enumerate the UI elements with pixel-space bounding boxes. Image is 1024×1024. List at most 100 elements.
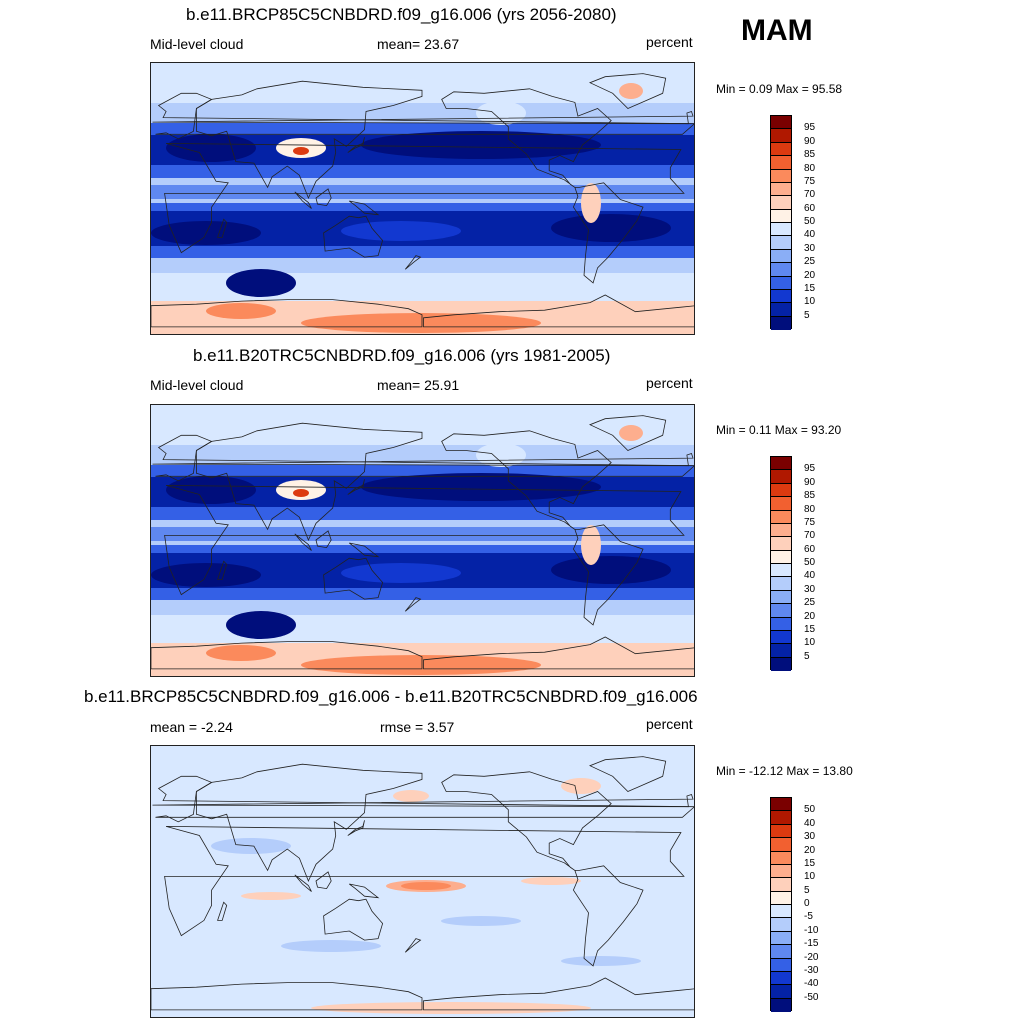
coastline-australia [323, 898, 384, 941]
coastline-asia [196, 80, 423, 200]
coastline-sumatra [294, 533, 312, 551]
field-region [401, 882, 451, 890]
panel-3-minmax: Min = -12.12 Max = 13.80 [716, 764, 853, 778]
colorbar-swatch [771, 510, 791, 524]
colorbar-swatch [771, 470, 791, 484]
colorbar-tick-label: 60 [804, 543, 816, 555]
coastline-borneo [315, 188, 332, 207]
colorbar-swatch [771, 985, 791, 999]
coastline-africa [164, 485, 685, 596]
coastline-sam [572, 182, 644, 284]
coastline-uk [152, 110, 694, 125]
colorbar-tick-label: -5 [804, 911, 813, 923]
coastline-africa [164, 143, 685, 254]
colorbar-swatch [771, 249, 791, 264]
colorbar-tick-label: 50 [804, 216, 816, 227]
colorbar-tick-label: 25 [804, 597, 816, 609]
colorbar-swatch [771, 971, 791, 986]
colorbar-tick-label: 80 [804, 503, 816, 515]
colorbar-swatch [771, 537, 791, 551]
field-region [281, 940, 381, 952]
colorbar-swatch [771, 316, 791, 330]
colorbar-tick-label: 60 [804, 202, 816, 214]
colorbar-swatch [771, 276, 791, 290]
colorbar-tick-label: 25 [804, 256, 816, 268]
colorbar-tick-label: 20 [804, 269, 816, 281]
coastline-asia [196, 763, 423, 883]
coastline-japan [347, 137, 365, 153]
colorbar-swatch [771, 604, 791, 618]
field-region [441, 916, 521, 926]
coastline-nam [441, 430, 612, 530]
field-band [151, 63, 694, 103]
colorbar-swatch [771, 851, 791, 865]
coastline-borneo [315, 871, 332, 890]
colorbar-swatch [771, 196, 791, 210]
colorbar-tick-label: 15 [804, 282, 816, 294]
colorbar-swatch [771, 523, 791, 538]
panel-2-title: b.e11.B20TRC5CNBDRD.f09_g16.006 (yrs 198… [193, 346, 611, 365]
coastline-japan [347, 479, 365, 495]
coastline-greenland [588, 756, 667, 792]
colorbar-tick-label: 90 [804, 476, 816, 488]
colorbar-tick-label: -40 [804, 978, 819, 990]
colorbar-tick-label: 50 [804, 804, 816, 816]
field-region [241, 892, 301, 900]
panel-2-colorbar [770, 456, 792, 671]
coastline-uk [152, 452, 694, 467]
field-region [619, 425, 643, 441]
colorbar-tick-label: 95 [804, 463, 816, 475]
colorbar-swatch [771, 838, 791, 852]
colorbar-tick-label: 5 [804, 884, 810, 896]
colorbar-tick-label: 70 [804, 189, 816, 201]
panel-3-rmse-label: rmse = 3.57 [380, 719, 455, 735]
colorbar-tick-label: 75 [804, 175, 816, 187]
colorbar-tick-label: 80 [804, 162, 816, 174]
coastline-nguinea [349, 200, 380, 216]
colorbar-tick-label: 5 [804, 309, 810, 321]
panel-1-minmax: Min = 0.09 Max = 95.58 [716, 82, 843, 96]
colorbar-swatch [771, 577, 791, 591]
colorbar-swatch [771, 864, 791, 879]
colorbar-swatch [771, 958, 791, 972]
field-region [206, 303, 276, 319]
coastline-asia [196, 422, 423, 542]
coastline-sam [572, 524, 644, 626]
coastline-antarctic [151, 299, 423, 328]
field-region [551, 556, 671, 584]
field-region [561, 778, 601, 794]
colorbar-tick-label: 15 [804, 857, 816, 869]
coastline-europe [155, 434, 694, 482]
panel-1-variable-label: Mid-level cloud [150, 36, 244, 52]
field-region [226, 611, 296, 639]
coastline-greenland [588, 73, 667, 109]
field-region [476, 443, 526, 467]
colorbar-tick-label: -30 [804, 964, 819, 976]
coastline-antarctic2 [423, 977, 694, 1011]
colorbar-tick-label: 10 [804, 637, 816, 649]
coastline-africa [164, 826, 685, 937]
panel-2-mean-label: mean= 25.91 [377, 377, 460, 393]
colorbar-swatch [771, 824, 791, 839]
field-region [581, 183, 601, 223]
colorbar-swatch [771, 142, 791, 157]
colorbar-tick-label: 5 [804, 650, 810, 662]
field-band [151, 527, 694, 541]
map-field [151, 746, 694, 1017]
field-region [551, 214, 671, 242]
field-region [561, 956, 641, 966]
season-label: MAM [741, 14, 813, 47]
colorbar-swatch [771, 630, 791, 645]
colorbar-tick-label: 15 [804, 623, 816, 635]
colorbar-tick-label: 30 [804, 831, 816, 843]
colorbar-tick-label: 30 [804, 583, 816, 595]
panel-3-title: b.e11.BRCP85C5CNBDRD.f09_g16.006 - b.e11… [84, 687, 698, 706]
coastline-borneo [315, 530, 332, 549]
coastline-australia [323, 215, 384, 258]
field-region [393, 790, 429, 802]
colorbar-swatch [771, 905, 791, 919]
field-region [581, 525, 601, 565]
coastline-europe [155, 92, 694, 140]
coastline-madagascar [217, 560, 228, 580]
panel-1-map [150, 62, 695, 335]
